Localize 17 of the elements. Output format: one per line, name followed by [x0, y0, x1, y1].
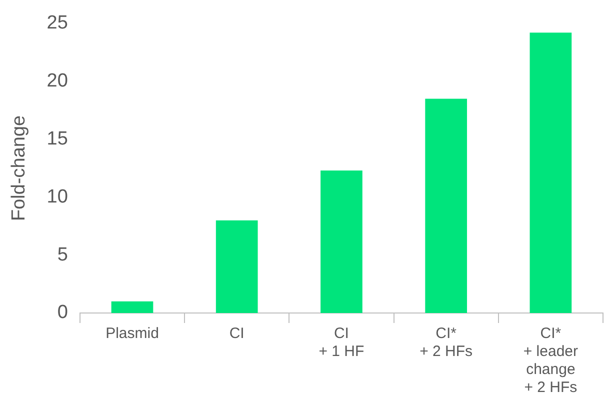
y-tick-label: 20 — [46, 70, 68, 92]
bar — [425, 98, 468, 313]
x-tick-label: CI* + leader change + 2 HFs — [523, 325, 578, 396]
bar — [216, 220, 258, 313]
x-tick-label: CI* + 2 HFs — [420, 325, 473, 360]
bar — [320, 170, 362, 313]
bar — [111, 301, 154, 313]
y-axis-title: Fold-change — [8, 115, 30, 222]
x-tick-label: CI — [229, 325, 244, 342]
y-tick-label: 10 — [46, 186, 68, 208]
bar — [530, 32, 572, 313]
y-tick-label: 25 — [46, 12, 68, 34]
x-tick-label: Plasmid — [106, 325, 159, 342]
y-tick-label: 5 — [57, 244, 68, 266]
y-tick-label: 0 — [57, 302, 68, 324]
x-tick-label: CI + 1 HF — [318, 325, 364, 360]
y-tick-label: 15 — [46, 128, 68, 150]
